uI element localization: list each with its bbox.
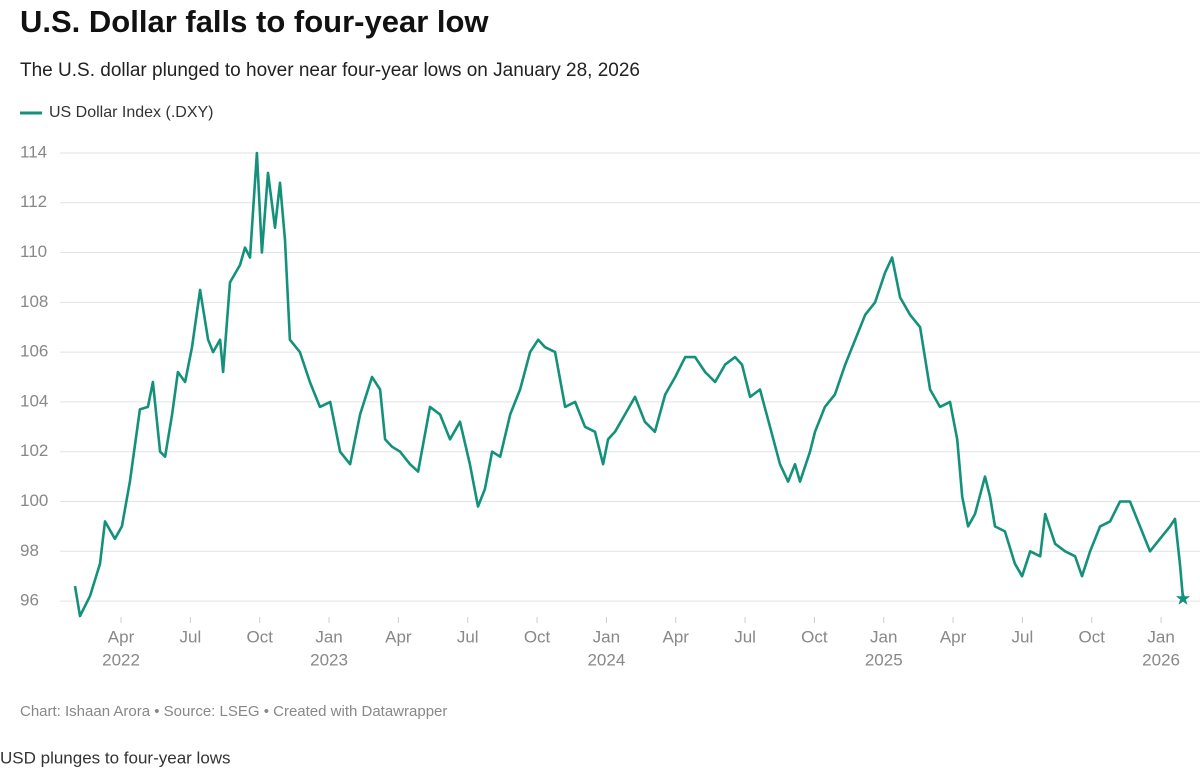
x-tick-label: Apr: [662, 627, 689, 646]
x-tick-label: Oct: [246, 627, 273, 646]
x-year-label: 2023: [310, 650, 348, 669]
y-tick-label: 100: [20, 491, 48, 510]
x-tick-label: Jan: [1147, 627, 1174, 646]
chart-subtitle: The U.S. dollar plunged to hover near fo…: [20, 60, 640, 81]
y-tick-label: 110: [20, 242, 47, 261]
y-tick-label: 102: [20, 441, 48, 460]
caption: USD plunges to four-year lows: [0, 748, 231, 767]
legend-label: US Dollar Index (.DXY): [49, 104, 214, 121]
x-year-label: 2026: [1142, 650, 1180, 669]
y-tick-label: 106: [20, 342, 48, 361]
y-tick-label: 108: [20, 292, 48, 311]
x-tick-label: Jul: [457, 627, 479, 646]
y-tick-label: 112: [20, 192, 47, 211]
x-tick-label: Oct: [524, 627, 551, 646]
x-tick-label: Jul: [734, 627, 756, 646]
x-tick-label: Jan: [593, 627, 620, 646]
chart-title: U.S. Dollar falls to four-year low: [20, 4, 489, 39]
x-tick-label: Jul: [180, 627, 202, 646]
x-tick-label: Jan: [315, 627, 342, 646]
x-year-label: 2025: [865, 650, 903, 669]
y-tick-label: 98: [20, 541, 39, 560]
x-tick-label: Apr: [108, 627, 135, 646]
x-tick-label: Apr: [940, 627, 967, 646]
x-tick-label: Oct: [801, 627, 828, 646]
x-tick-label: Oct: [1079, 627, 1106, 646]
source: Chart: Ishaan Arora • Source: LSEG • Cre…: [20, 703, 447, 720]
line: [73, 151, 1185, 618]
x-tick-label: Apr: [385, 627, 412, 646]
x-tick-label: Jul: [1012, 627, 1034, 646]
y-tick-label: 114: [20, 142, 47, 161]
end-marker: [1175, 591, 1191, 605]
y-tick-label: 96: [20, 591, 39, 610]
x-year-label: 2022: [102, 650, 140, 669]
x-tick-label: Jan: [870, 627, 897, 646]
x-year-label: 2024: [587, 650, 625, 669]
y-tick-label: 104: [20, 391, 48, 410]
